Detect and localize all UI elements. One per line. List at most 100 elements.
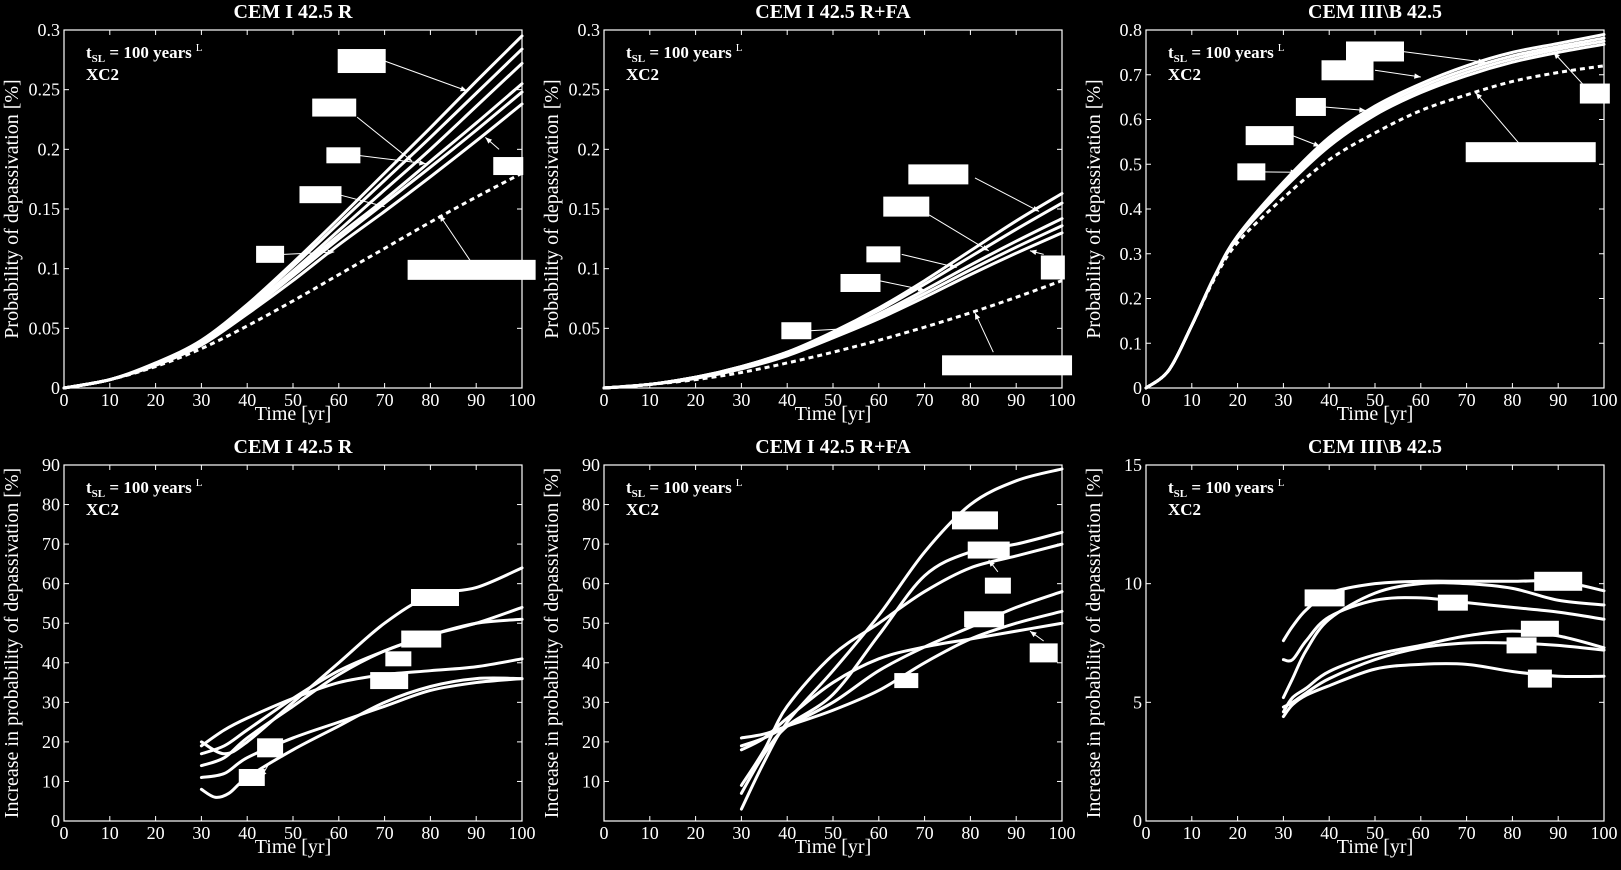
arrow-head [1029, 249, 1037, 256]
x-tick-label: 40 [1320, 390, 1338, 410]
x-tick-label: 0 [60, 823, 69, 843]
arrow-head [917, 286, 925, 292]
arrow-head [1313, 141, 1321, 147]
service-life-annotation: tSL = 100 years L [1168, 477, 1285, 500]
y-tick-label: 50 [42, 613, 60, 633]
x-tick-label: 70 [1458, 823, 1476, 843]
curve-label-box [964, 611, 1005, 628]
x-tick-label: 50 [284, 823, 302, 843]
x-tick-label: 30 [732, 390, 750, 410]
x-tick-label: 20 [1229, 390, 1247, 410]
curve-label-box [1579, 83, 1610, 104]
x-tick-label: 90 [467, 823, 485, 843]
curve-label-box [257, 738, 284, 758]
chart-panel-4: 0 10 20 30 40 50 60 70 80 90 100 0 10 20 30 40 50 60 70 80 9… [1, 436, 536, 858]
exposure-class-label: XC2 [86, 65, 119, 84]
panel-title: CEM III\B 42.5 [1308, 436, 1442, 458]
y-tick-label: 80 [582, 495, 600, 515]
annotation-arrow [356, 116, 413, 162]
tsl-superscript: L [196, 42, 203, 54]
curve-label-box [1295, 97, 1326, 116]
curve-label-box [1321, 60, 1374, 81]
series-line-dashed [1145, 64, 1605, 390]
chart-panel-3: 0 10 20 30 40 50 60 70 80 90 100 0 0.1 0.2 0.3 0.4 0.5 0.… [1083, 1, 1618, 425]
service-life-annotation: tSL = 100 years L [86, 42, 203, 65]
annotation-arrow [357, 154, 426, 165]
curve-label-box [951, 511, 998, 530]
y-tick-label: 90 [42, 455, 60, 475]
series-line-2 [739, 530, 1064, 795]
curve-label-box [1465, 142, 1596, 163]
y-tick-label: 0.3 [1120, 244, 1143, 264]
series-line-3 [1281, 596, 1606, 663]
x-tick-label: 80 [1503, 390, 1521, 410]
exposure-class-label: XC2 [86, 500, 119, 519]
y-tick-label: 0.3 [578, 20, 601, 40]
curve-label-box [1527, 669, 1552, 688]
arrow-head [460, 86, 468, 92]
x-tick-label: 50 [284, 390, 302, 410]
series-line-1 [739, 467, 1064, 811]
y-tick-label: 0.15 [29, 199, 61, 219]
panel-title: CEM I 42.5 R [234, 1, 353, 23]
y-tick-label: 0.3 [38, 20, 61, 40]
curve-label-box [866, 246, 901, 263]
x-tick-label: 0 [1142, 390, 1151, 410]
y-tick-label: 0 [1133, 378, 1142, 398]
x-tick-label: 70 [376, 823, 394, 843]
tsl-superscript: L [196, 477, 203, 489]
panel-title: CEM I 42.5 R [234, 436, 353, 458]
annotation-arrow [974, 312, 994, 353]
y-tick-label: 10 [42, 771, 60, 791]
series-line-2 [199, 605, 524, 756]
x-tick-label: 10 [101, 823, 119, 843]
arrow-head [1290, 169, 1298, 175]
curve-label-box [942, 355, 1073, 376]
x-axis-label: Time [yr] [255, 403, 331, 425]
x-tick-label: 100 [509, 823, 536, 843]
curve-label-box [1506, 637, 1537, 654]
curve-label-box [1534, 571, 1583, 591]
arrow-head [1475, 92, 1483, 100]
x-tick-label: 100 [1049, 823, 1076, 843]
service-life-annotation: tSL = 100 years L [626, 477, 743, 500]
annotation-arrow [974, 177, 1040, 212]
curve-label-box [894, 673, 919, 689]
plot-area-frame [1145, 29, 1605, 389]
x-tick-label: 50 [1366, 823, 1384, 843]
curve-label-box [1237, 163, 1266, 181]
x-tick-label: 90 [1549, 823, 1567, 843]
x-tick-label: 20 [147, 390, 165, 410]
tsl-value: = 100 years [105, 478, 192, 497]
x-tick-label: 60 [1412, 390, 1430, 410]
chart-panel-6: 0 10 20 30 40 50 60 70 80 90 100 0 5 10 15 CEM III\B 42… [1083, 436, 1618, 858]
x-tick-label: 90 [467, 390, 485, 410]
chart-panel-1: 0 10 20 30 40 50 60 70 80 90 100 0 0.05 0.1 0.15 0.2 0.2… [1, 1, 536, 425]
curve-label-box [984, 577, 1011, 594]
x-tick-label: 10 [1183, 823, 1201, 843]
y-tick-label: 0.4 [1120, 199, 1143, 219]
series-line-dashed [603, 279, 1063, 390]
arrow-head [988, 559, 995, 567]
annotation-arrow [1324, 106, 1366, 112]
y-tick-label: 30 [582, 692, 600, 712]
tsl-value: = 100 years [645, 43, 732, 62]
x-tick-label: 90 [1007, 390, 1025, 410]
curve-label-box [781, 322, 812, 340]
curve-label-box [1437, 594, 1468, 611]
x-tick-label: 60 [1412, 823, 1430, 843]
curve-label-box [1304, 589, 1345, 607]
x-tick-label: 20 [147, 823, 165, 843]
tsl-symbol: t [86, 478, 92, 497]
x-tick-label: 30 [192, 823, 210, 843]
x-tick-label: 20 [687, 390, 705, 410]
y-tick-label: 70 [582, 534, 600, 554]
y-tick-label: 10 [1124, 574, 1142, 594]
x-tick-label: 100 [1049, 390, 1076, 410]
annotation-arrow [1475, 92, 1522, 147]
tsl-symbol: t [1168, 478, 1174, 497]
curve-label-box [326, 147, 361, 164]
x-tick-label: 90 [1549, 390, 1567, 410]
tsl-value: = 100 years [1187, 478, 1274, 497]
